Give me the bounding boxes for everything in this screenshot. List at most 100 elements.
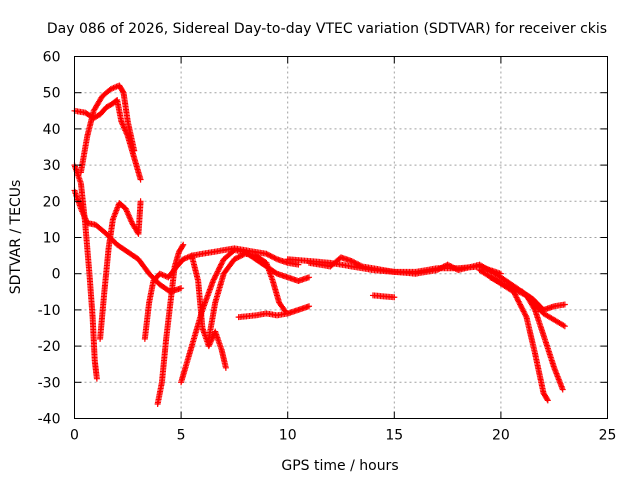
- data-point-marker: [222, 364, 229, 371]
- y-tick-label: 40: [43, 122, 61, 138]
- data-layer: [71, 82, 568, 408]
- data-point-marker: [212, 272, 219, 279]
- data-point-marker: [263, 250, 270, 257]
- series-track-11: [205, 250, 289, 342]
- data-point-marker: [216, 265, 223, 272]
- y-tick-label: 0: [52, 267, 61, 283]
- data-point-marker: [238, 252, 245, 259]
- y-tick-label: 20: [43, 194, 61, 210]
- data-point-marker: [210, 277, 217, 284]
- series-track-3: [77, 82, 138, 176]
- data-point-marker: [217, 263, 224, 270]
- data-point-marker: [448, 263, 455, 270]
- data-point-marker: [93, 375, 100, 382]
- series-track-12: [235, 303, 313, 321]
- series-track-18: [519, 288, 568, 313]
- x-tick-label: 15: [385, 428, 403, 444]
- y-tick-label: 50: [43, 86, 61, 102]
- data-point-marker: [435, 266, 442, 273]
- data-point-marker: [559, 386, 566, 393]
- data-point-marker: [513, 287, 520, 294]
- data-point-marker: [355, 261, 362, 268]
- data-point-marker: [178, 285, 185, 292]
- x-tick-label: 10: [279, 428, 297, 444]
- x-tick-label: 5: [177, 428, 186, 444]
- data-point-marker: [306, 274, 313, 281]
- data-point-marker: [231, 256, 238, 263]
- x-tick-label: 20: [492, 428, 510, 444]
- data-point-marker: [439, 264, 446, 271]
- data-point-marker: [214, 268, 221, 275]
- data-point-marker: [239, 252, 246, 259]
- data-point-marker: [236, 253, 243, 260]
- y-tick-label: -30: [38, 375, 61, 391]
- y-tick-label: 30: [43, 158, 61, 174]
- data-point-marker: [216, 264, 223, 271]
- data-point-marker: [234, 254, 241, 261]
- x-tick-label: 25: [599, 428, 617, 444]
- y-axis-label: SDTVAR / TECUs: [8, 180, 24, 295]
- data-point-marker: [131, 147, 138, 154]
- x-tick-label: 0: [70, 428, 79, 444]
- data-point-marker: [137, 198, 144, 205]
- data-point-marker: [509, 285, 516, 292]
- series-track-15: [369, 292, 398, 301]
- series-track-6: [97, 198, 144, 342]
- data-point-marker: [437, 265, 444, 272]
- data-point-marker: [511, 286, 518, 293]
- data-point-marker: [433, 267, 440, 274]
- data-point-marker: [219, 258, 226, 265]
- data-point-marker: [436, 265, 443, 272]
- y-tick-label: 10: [43, 231, 61, 247]
- data-point-marker: [214, 269, 221, 276]
- data-point-marker: [179, 242, 186, 249]
- axes: 0 5 10 15 20 25 -40 -30 -20 -10 0 10 20 30 40 50 60: [38, 50, 617, 444]
- data-point-marker: [544, 396, 551, 403]
- data-point-marker: [137, 176, 144, 183]
- data-point-marker: [212, 273, 219, 280]
- data-point-marker: [451, 265, 458, 272]
- data-point-marker: [213, 271, 220, 278]
- data-point-marker: [440, 263, 447, 270]
- data-point-marker: [357, 262, 364, 269]
- data-point-marker: [270, 254, 277, 261]
- data-point-marker: [353, 260, 360, 267]
- data-point-marker: [512, 287, 519, 294]
- y-tick-label: -20: [38, 339, 61, 355]
- data-point-marker: [561, 301, 568, 308]
- series-track-1: [71, 100, 116, 122]
- data-point-marker: [306, 303, 313, 310]
- data-point-marker: [215, 267, 222, 274]
- chart-title: Day 086 of 2026, Sidereal Day-to-day VTE…: [47, 21, 607, 37]
- data-point-marker: [348, 258, 355, 265]
- data-point-marker: [560, 322, 567, 329]
- data-point-marker: [235, 254, 242, 261]
- data-point-marker: [452, 265, 459, 272]
- y-tick-label: -40: [38, 412, 61, 428]
- data-point-marker: [211, 275, 218, 282]
- data-point-marker: [264, 251, 271, 258]
- data-point-marker: [218, 260, 225, 267]
- data-point-marker: [544, 397, 551, 404]
- data-point-marker: [271, 254, 278, 261]
- data-point-marker: [119, 88, 126, 95]
- data-point-marker: [531, 305, 538, 312]
- data-point-marker: [180, 241, 187, 248]
- data-point-marker: [352, 260, 359, 267]
- x-axis-label: GPS time / hours: [281, 458, 398, 474]
- y-tick-label: 60: [43, 50, 61, 66]
- data-point-marker: [218, 261, 225, 268]
- data-point-marker: [210, 276, 217, 283]
- data-point-marker: [445, 262, 452, 269]
- data-point-marker: [232, 255, 239, 262]
- data-point-marker: [356, 262, 363, 269]
- data-point-marker: [508, 285, 515, 292]
- series-track-8: [154, 241, 187, 408]
- grid: [74, 56, 608, 419]
- data-point-marker: [268, 253, 275, 260]
- data-point-marker: [272, 255, 279, 262]
- data-point-marker: [266, 252, 273, 259]
- data-point-marker: [444, 261, 451, 268]
- data-point-marker: [441, 263, 448, 270]
